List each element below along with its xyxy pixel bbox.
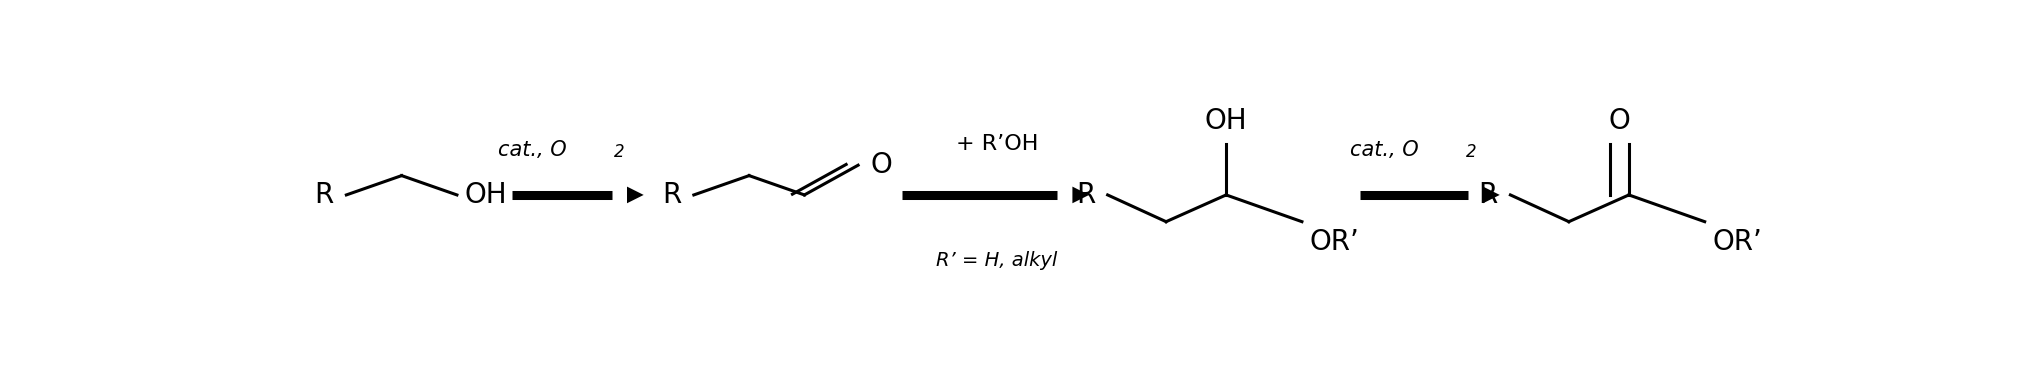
Text: + R’OH: + R’OH [956,134,1037,154]
Text: OH: OH [1204,107,1247,135]
Text: R: R [1478,181,1498,209]
Text: O: O [1608,107,1630,135]
Text: cat., O: cat., O [1351,141,1418,160]
Text: R: R [662,181,681,209]
Text: O: O [870,151,893,179]
Text: 2: 2 [1465,143,1478,161]
Text: OR’: OR’ [1712,228,1763,256]
Text: cat., O: cat., O [497,141,567,160]
Text: OH: OH [465,181,507,209]
Text: OR’: OR’ [1310,228,1359,256]
Text: R: R [314,181,334,209]
Text: R’ = H, alkyl: R’ = H, alkyl [937,251,1058,270]
Text: 2: 2 [613,143,626,161]
Text: R: R [1076,181,1094,209]
